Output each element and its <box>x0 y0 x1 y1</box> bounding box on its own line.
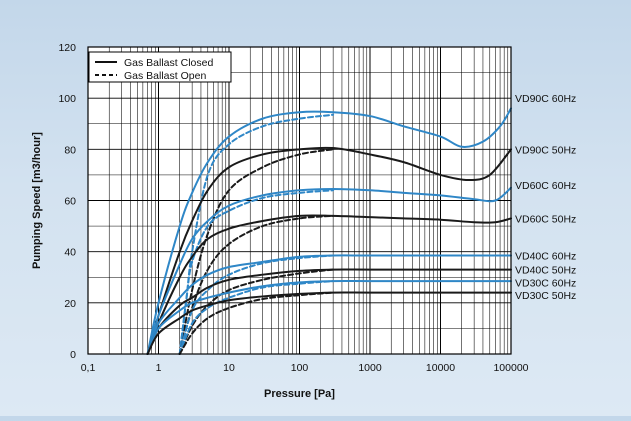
series-line <box>178 280 335 355</box>
y-tick-label: 100 <box>58 93 76 105</box>
series-line <box>178 189 335 355</box>
series-line <box>146 107 512 355</box>
y-tick-label: 20 <box>64 298 76 310</box>
series-layer <box>146 107 512 355</box>
series-line <box>146 268 512 355</box>
series-line <box>146 146 512 355</box>
legend-label-open: Gas Ballast Open <box>124 70 206 82</box>
series-end-labels: VD90C 60Hz VD90C 50Hz VD60C 60Hz VD60C 50Hz… <box>515 93 576 302</box>
series-line <box>178 291 335 355</box>
y-tick-label: 40 <box>64 247 76 259</box>
series-end-label: VD90C 60Hz <box>515 93 576 105</box>
series-line <box>146 279 512 355</box>
series-end-label: VD40C 50Hz <box>515 265 576 277</box>
series-end-label: VD60C 60Hz <box>515 180 576 192</box>
legend: Gas Ballast Closed Gas Ballast Open <box>88 51 232 83</box>
y-axis-title: Pumping Speed [m3/hour] <box>31 132 43 269</box>
legend-box <box>88 51 232 83</box>
y-tick-label: 120 <box>58 42 76 54</box>
series-line <box>146 254 512 355</box>
legend-label-closed: Gas Ballast Closed <box>124 57 213 69</box>
x-tick-label: 0,1 <box>81 362 96 374</box>
series-end-label: VD30C 50Hz <box>515 290 576 302</box>
series-end-label: VD40C 60Hz <box>515 251 576 263</box>
y-tick-label: 0 <box>70 349 76 361</box>
series-line <box>178 148 335 355</box>
y-tick-label: 60 <box>64 196 76 208</box>
y-tick-labels: 0 20 40 60 80 100 120 <box>58 42 76 361</box>
plot-frame <box>87 46 512 355</box>
series-line <box>178 214 335 355</box>
series-end-label: VD90C 50Hz <box>515 144 576 156</box>
y-tick-label: 80 <box>64 144 76 156</box>
series-line <box>146 186 512 355</box>
x-tick-labels: 0,1 1 10 100 1000 10000 100000 <box>81 362 529 374</box>
x-tick-label: 100000 <box>493 362 528 374</box>
series-end-label: VD30C 60Hz <box>515 277 576 289</box>
x-tick-label: 1000 <box>358 362 382 374</box>
x-tick-label: 10000 <box>426 362 455 374</box>
x-tick-label: 100 <box>291 362 309 374</box>
x-tick-label: 10 <box>223 362 235 374</box>
series-line <box>178 268 335 355</box>
x-axis-title: Pressure [Pa] <box>264 388 335 400</box>
series-end-label: VD60C 50Hz <box>515 213 576 225</box>
x-tick-label: 1 <box>156 362 162 374</box>
series-line <box>146 291 512 355</box>
series-line <box>146 214 512 355</box>
